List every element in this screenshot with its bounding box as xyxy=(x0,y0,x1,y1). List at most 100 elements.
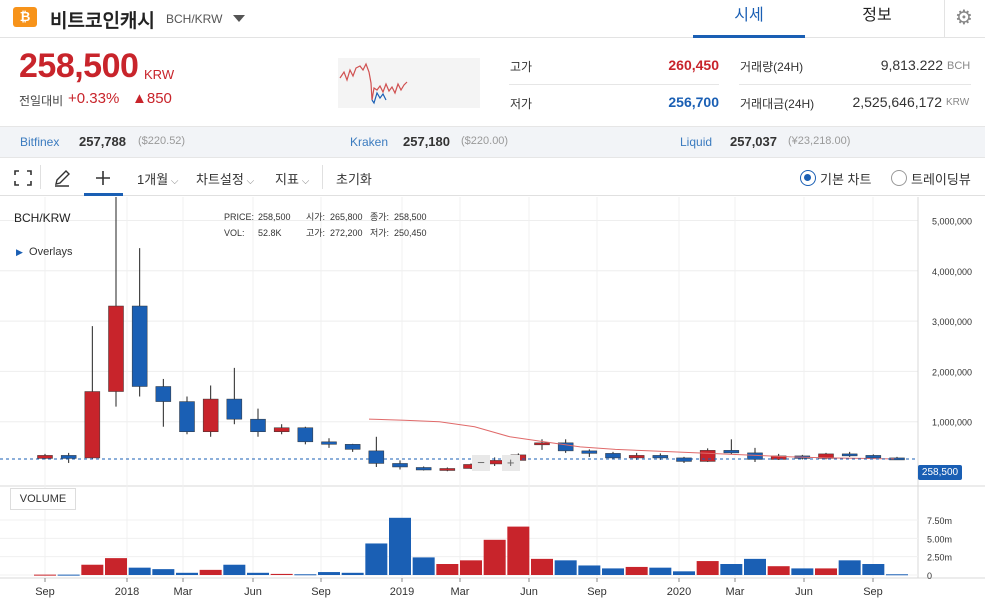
indicators-dropdown[interactable]: 지표 ⌵ xyxy=(275,172,310,187)
chart-toolbar xyxy=(0,159,985,196)
basic-chart-label[interactable]: 기본 차트 xyxy=(820,172,872,187)
candle-body xyxy=(652,455,669,459)
volume-bar xyxy=(696,561,719,575)
gear-icon[interactable]: ⚙ xyxy=(955,7,973,29)
volume-bar xyxy=(294,574,317,576)
candle-body xyxy=(226,398,243,420)
coin-name: 비트코인캐시 xyxy=(50,11,155,32)
x-tick-label: Mar xyxy=(174,586,193,598)
basic-chart-radio[interactable] xyxy=(800,170,816,186)
candle-body xyxy=(557,442,574,452)
volume-bar xyxy=(318,572,340,575)
volume-bar xyxy=(270,573,293,575)
change-label: 전일대비 xyxy=(19,94,64,108)
price-unit: KRW xyxy=(144,67,175,82)
candle-body xyxy=(179,401,195,433)
amount-24h-value: 2,525,646,172 xyxy=(852,94,942,110)
volume-24h-unit: BCH xyxy=(947,60,971,72)
legend-price-value: 258,500 xyxy=(258,212,291,222)
low-label: 저가 xyxy=(510,97,533,111)
x-tick-label: Jun xyxy=(244,586,262,598)
volume-bar xyxy=(34,574,56,576)
volume-bar xyxy=(247,572,269,575)
x-tick-label: Sep xyxy=(311,586,331,598)
volume-bar xyxy=(578,565,601,575)
volume-bar xyxy=(720,564,743,575)
pair-dropdown-icon[interactable] xyxy=(233,15,245,22)
tradingview-label[interactable]: 트레이딩뷰 xyxy=(911,172,971,187)
candle-body xyxy=(368,450,385,464)
volume-bar xyxy=(602,568,624,575)
y-tick-label: 4,000,000 xyxy=(932,267,972,277)
candle-body xyxy=(297,427,314,443)
x-tick-label: Mar xyxy=(726,586,745,598)
x-tick-label: Sep xyxy=(587,586,607,598)
candle-body xyxy=(273,427,290,433)
pencil-icon[interactable] xyxy=(53,169,71,187)
market-pair[interactable]: BCH/KRW xyxy=(166,12,223,26)
overlays-toggle[interactable]: ▶ Overlays xyxy=(16,246,72,258)
volume-bar xyxy=(483,539,506,575)
legend-close-value: 258,500 xyxy=(394,212,427,222)
candle-body xyxy=(60,455,77,459)
exchange-usd-bitfinex: ($220.52) xyxy=(138,135,186,147)
volume-bar xyxy=(412,557,435,575)
low-value: 256,700 xyxy=(668,94,719,110)
volume-24h-value: 9,813.222 xyxy=(880,57,943,73)
legend-low-value: 250,450 xyxy=(394,228,427,238)
overlays-label: Overlays xyxy=(29,246,73,258)
candle-body xyxy=(605,453,621,459)
volume-24h-label: 거래량(24H) xyxy=(740,60,804,74)
y-tick-label: 1,000,000 xyxy=(932,418,972,428)
legend-open-value: 265,800 xyxy=(330,212,363,222)
y-tick-label: 2,000,000 xyxy=(932,367,972,377)
expand-triangle-icon: ▶ xyxy=(16,247,23,257)
change-percent: +0.33% xyxy=(68,90,120,107)
change-amount: ▲850 xyxy=(132,90,172,107)
chart-settings-dropdown[interactable]: 차트설정 ⌵ xyxy=(196,172,255,187)
divider xyxy=(40,165,41,189)
current-price: 258,500 xyxy=(19,47,139,85)
legend-low-label: 저가: xyxy=(370,228,390,238)
high-label: 고가 xyxy=(510,60,533,74)
top-header xyxy=(0,0,985,38)
price-chart[interactable]: 1,000,000 2,000,000 3,000,000 4,000,000 5,00… xyxy=(0,197,985,606)
moving-average-line xyxy=(368,418,898,460)
candle-body xyxy=(534,442,550,446)
candle-body xyxy=(628,455,645,459)
legend-vol-label: VOL: xyxy=(224,228,245,238)
zoom-in-button[interactable]: + xyxy=(501,455,520,471)
volume-panel-label: VOLUME xyxy=(10,488,76,510)
volume-bar xyxy=(838,560,861,575)
volume-bar xyxy=(176,572,198,575)
period-dropdown[interactable]: 1개월 ⌵ xyxy=(137,172,179,187)
fullscreen-icon[interactable] xyxy=(14,170,32,186)
divider xyxy=(944,0,945,38)
candle-body xyxy=(202,398,219,433)
volume-bar xyxy=(625,566,648,575)
x-tick-label: 2019 xyxy=(390,586,414,598)
zoom-out-button[interactable]: − xyxy=(472,455,490,471)
legend-high-label: 고가: xyxy=(306,228,326,238)
candle-body xyxy=(439,468,456,471)
volume-bar xyxy=(365,543,388,575)
divider xyxy=(739,84,971,85)
volume-bar xyxy=(436,564,459,575)
zoom-controls: − + xyxy=(472,455,520,471)
volume-bar xyxy=(341,572,364,575)
mini-sparkline xyxy=(338,58,480,108)
reset-button[interactable]: 초기화 xyxy=(336,172,372,187)
high-value: 260,450 xyxy=(668,57,719,73)
tab-info[interactable]: 정보 xyxy=(862,7,892,24)
volume-bar xyxy=(57,574,80,576)
chart-pair-label: BCH/KRW xyxy=(14,211,71,225)
volume-bar xyxy=(531,558,553,575)
tab-market[interactable]: 시세 xyxy=(693,0,805,38)
candle-body xyxy=(865,455,882,459)
crosshair-tool-active xyxy=(84,159,123,196)
tradingview-radio[interactable] xyxy=(891,170,907,186)
x-tick-label: 2020 xyxy=(667,586,691,598)
volume-tick-label: 7.50m xyxy=(927,516,952,526)
exchange-price-liquid: 257,037 xyxy=(730,134,777,149)
crosshair-icon[interactable] xyxy=(95,170,111,186)
